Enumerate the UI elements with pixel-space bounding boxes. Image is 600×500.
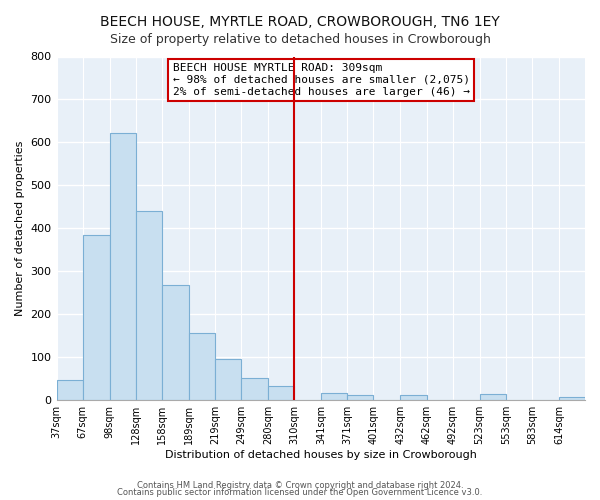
Bar xyxy=(400,396,427,400)
Bar xyxy=(321,394,347,400)
X-axis label: Distribution of detached houses by size in Crowborough: Distribution of detached houses by size … xyxy=(165,450,477,460)
Bar xyxy=(559,397,585,400)
Text: BEECH HOUSE, MYRTLE ROAD, CROWBOROUGH, TN6 1EY: BEECH HOUSE, MYRTLE ROAD, CROWBOROUGH, T… xyxy=(100,15,500,29)
Bar xyxy=(241,378,268,400)
Bar xyxy=(56,380,83,400)
Text: Size of property relative to detached houses in Crowborough: Size of property relative to detached ho… xyxy=(110,32,490,46)
Bar xyxy=(83,235,110,400)
Bar xyxy=(136,211,162,400)
Bar xyxy=(189,333,215,400)
Text: Contains HM Land Registry data © Crown copyright and database right 2024.: Contains HM Land Registry data © Crown c… xyxy=(137,480,463,490)
Bar xyxy=(215,360,241,400)
Text: BEECH HOUSE MYRTLE ROAD: 309sqm
← 98% of detached houses are smaller (2,075)
2% : BEECH HOUSE MYRTLE ROAD: 309sqm ← 98% of… xyxy=(173,64,470,96)
Y-axis label: Number of detached properties: Number of detached properties xyxy=(15,140,25,316)
Bar xyxy=(110,133,136,400)
Bar xyxy=(268,386,294,400)
Bar xyxy=(479,394,506,400)
Text: Contains public sector information licensed under the Open Government Licence v3: Contains public sector information licen… xyxy=(118,488,482,497)
Bar xyxy=(162,285,189,400)
Bar xyxy=(347,395,373,400)
